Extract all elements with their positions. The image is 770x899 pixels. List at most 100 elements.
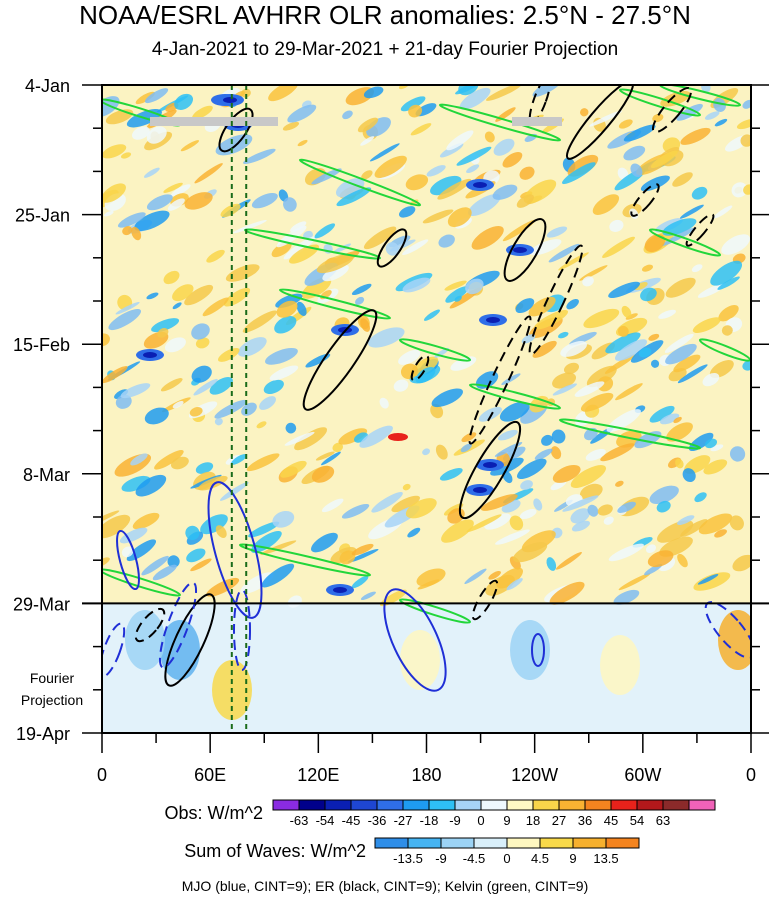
anomaly-patch <box>102 510 120 527</box>
anomaly-patch <box>246 453 280 472</box>
anomaly-patch <box>220 203 241 218</box>
anomaly-patch <box>691 186 708 200</box>
anomaly-patch <box>660 413 680 425</box>
y-tick-label: 4-Jan <box>25 76 70 96</box>
anomaly-patch <box>603 516 614 525</box>
anomaly-patch <box>256 421 267 429</box>
anomaly-patch <box>144 88 169 104</box>
anomaly-patch <box>743 184 751 195</box>
anomaly-patch <box>597 504 613 516</box>
obs-colorbar-swatch <box>688 799 716 811</box>
anomaly-patch <box>294 427 328 451</box>
anomaly-patch <box>729 515 744 531</box>
anomaly-patch <box>134 210 170 232</box>
anomaly-patch <box>185 525 200 540</box>
anomaly-patch <box>192 105 213 120</box>
anomaly-patch <box>499 401 530 422</box>
anomaly-patch <box>157 328 169 338</box>
anomaly-patch <box>336 187 372 207</box>
anomaly-patch <box>121 546 134 558</box>
anomaly-patch <box>447 207 472 228</box>
obs-colorbar-level: -27 <box>394 813 413 828</box>
anomaly-patch <box>290 221 307 233</box>
anomaly-patch <box>232 219 267 234</box>
er-contour-negative <box>651 86 693 134</box>
kelvin-contour <box>658 85 742 107</box>
anomaly-patch <box>151 318 180 333</box>
anomaly-patch <box>215 134 253 156</box>
anomaly-patch <box>551 429 566 444</box>
anomaly-patch <box>549 581 585 605</box>
anomaly-patch <box>546 557 557 571</box>
mjo-contour-negative <box>102 622 126 678</box>
anomaly-patch <box>464 568 487 585</box>
anomaly-patch <box>649 405 675 423</box>
anomaly-patch <box>664 333 694 353</box>
anomaly-patch <box>564 362 579 375</box>
kelvin-contour <box>398 598 472 624</box>
anomaly-patch <box>548 243 580 263</box>
obs-colorbar-swatch <box>376 799 404 811</box>
anomaly-patch <box>430 403 444 419</box>
anomaly-patch <box>407 527 421 538</box>
anomaly-patch <box>152 564 177 581</box>
anomaly-patch <box>186 548 206 563</box>
anomaly-patch <box>172 400 184 409</box>
anomaly-patch <box>310 532 338 553</box>
projection-anomaly <box>718 610 751 670</box>
anomaly-patch <box>519 166 535 180</box>
anomaly-patch <box>167 555 180 568</box>
obs-colorbar-level: -63 <box>290 813 309 828</box>
kelvin-contour <box>238 543 372 577</box>
anomaly-patch <box>621 305 632 319</box>
obs-colorbar-swatch <box>454 799 482 811</box>
y-tick-label: 8-Mar <box>23 465 70 485</box>
waves-colorbar-swatch <box>473 837 508 849</box>
anomaly-patch <box>676 103 703 121</box>
anomaly-patch <box>693 572 731 591</box>
anomaly-patch <box>261 563 295 588</box>
anomaly-patch <box>424 309 440 321</box>
er-contour-negative <box>468 315 532 445</box>
anomaly-patch <box>194 163 223 184</box>
anomaly-patch <box>673 416 682 424</box>
anomaly-patch <box>625 313 638 320</box>
anomaly-patch <box>357 117 379 133</box>
anomaly-patch <box>369 143 400 162</box>
anomaly-patch <box>704 111 720 120</box>
anomaly-patch <box>560 341 588 357</box>
anomaly-patch <box>502 219 536 242</box>
anomaly-patch <box>561 162 596 185</box>
anomaly-patch <box>615 383 643 401</box>
anomaly-patch <box>172 302 182 310</box>
anomaly-patch <box>532 340 557 358</box>
anomaly-patch <box>282 121 300 131</box>
anomaly-patch <box>484 131 495 143</box>
waves-colorbar-swatch <box>605 837 640 849</box>
anomaly-patch <box>225 264 260 282</box>
anomaly-patch <box>368 327 405 348</box>
anomaly-patch <box>214 417 223 426</box>
anomaly-patch <box>102 183 126 203</box>
anomaly-patch <box>665 343 697 365</box>
anomaly-patch <box>592 194 620 215</box>
anomaly-patch <box>515 298 535 314</box>
anomaly-patch <box>422 209 454 224</box>
anomaly-patch <box>679 204 704 219</box>
anomaly-patch <box>115 301 140 315</box>
anomaly-patch <box>717 276 740 290</box>
anomaly-patch <box>444 280 467 291</box>
anomaly-patch <box>609 219 624 232</box>
anomaly-patch <box>191 365 212 383</box>
anomaly-patch <box>658 309 676 319</box>
kelvin-contour <box>243 228 382 260</box>
anomaly-patch <box>102 366 128 384</box>
mjo-contour-positive <box>383 588 447 692</box>
anomaly-patch <box>438 234 455 248</box>
waves-colorbar-level: 4.5 <box>531 851 549 866</box>
anomaly-patch <box>355 296 365 305</box>
anomaly-patch <box>217 348 240 362</box>
anomaly-patch <box>408 104 423 118</box>
anomaly-patch <box>519 509 537 520</box>
anomaly-patch <box>698 513 733 535</box>
